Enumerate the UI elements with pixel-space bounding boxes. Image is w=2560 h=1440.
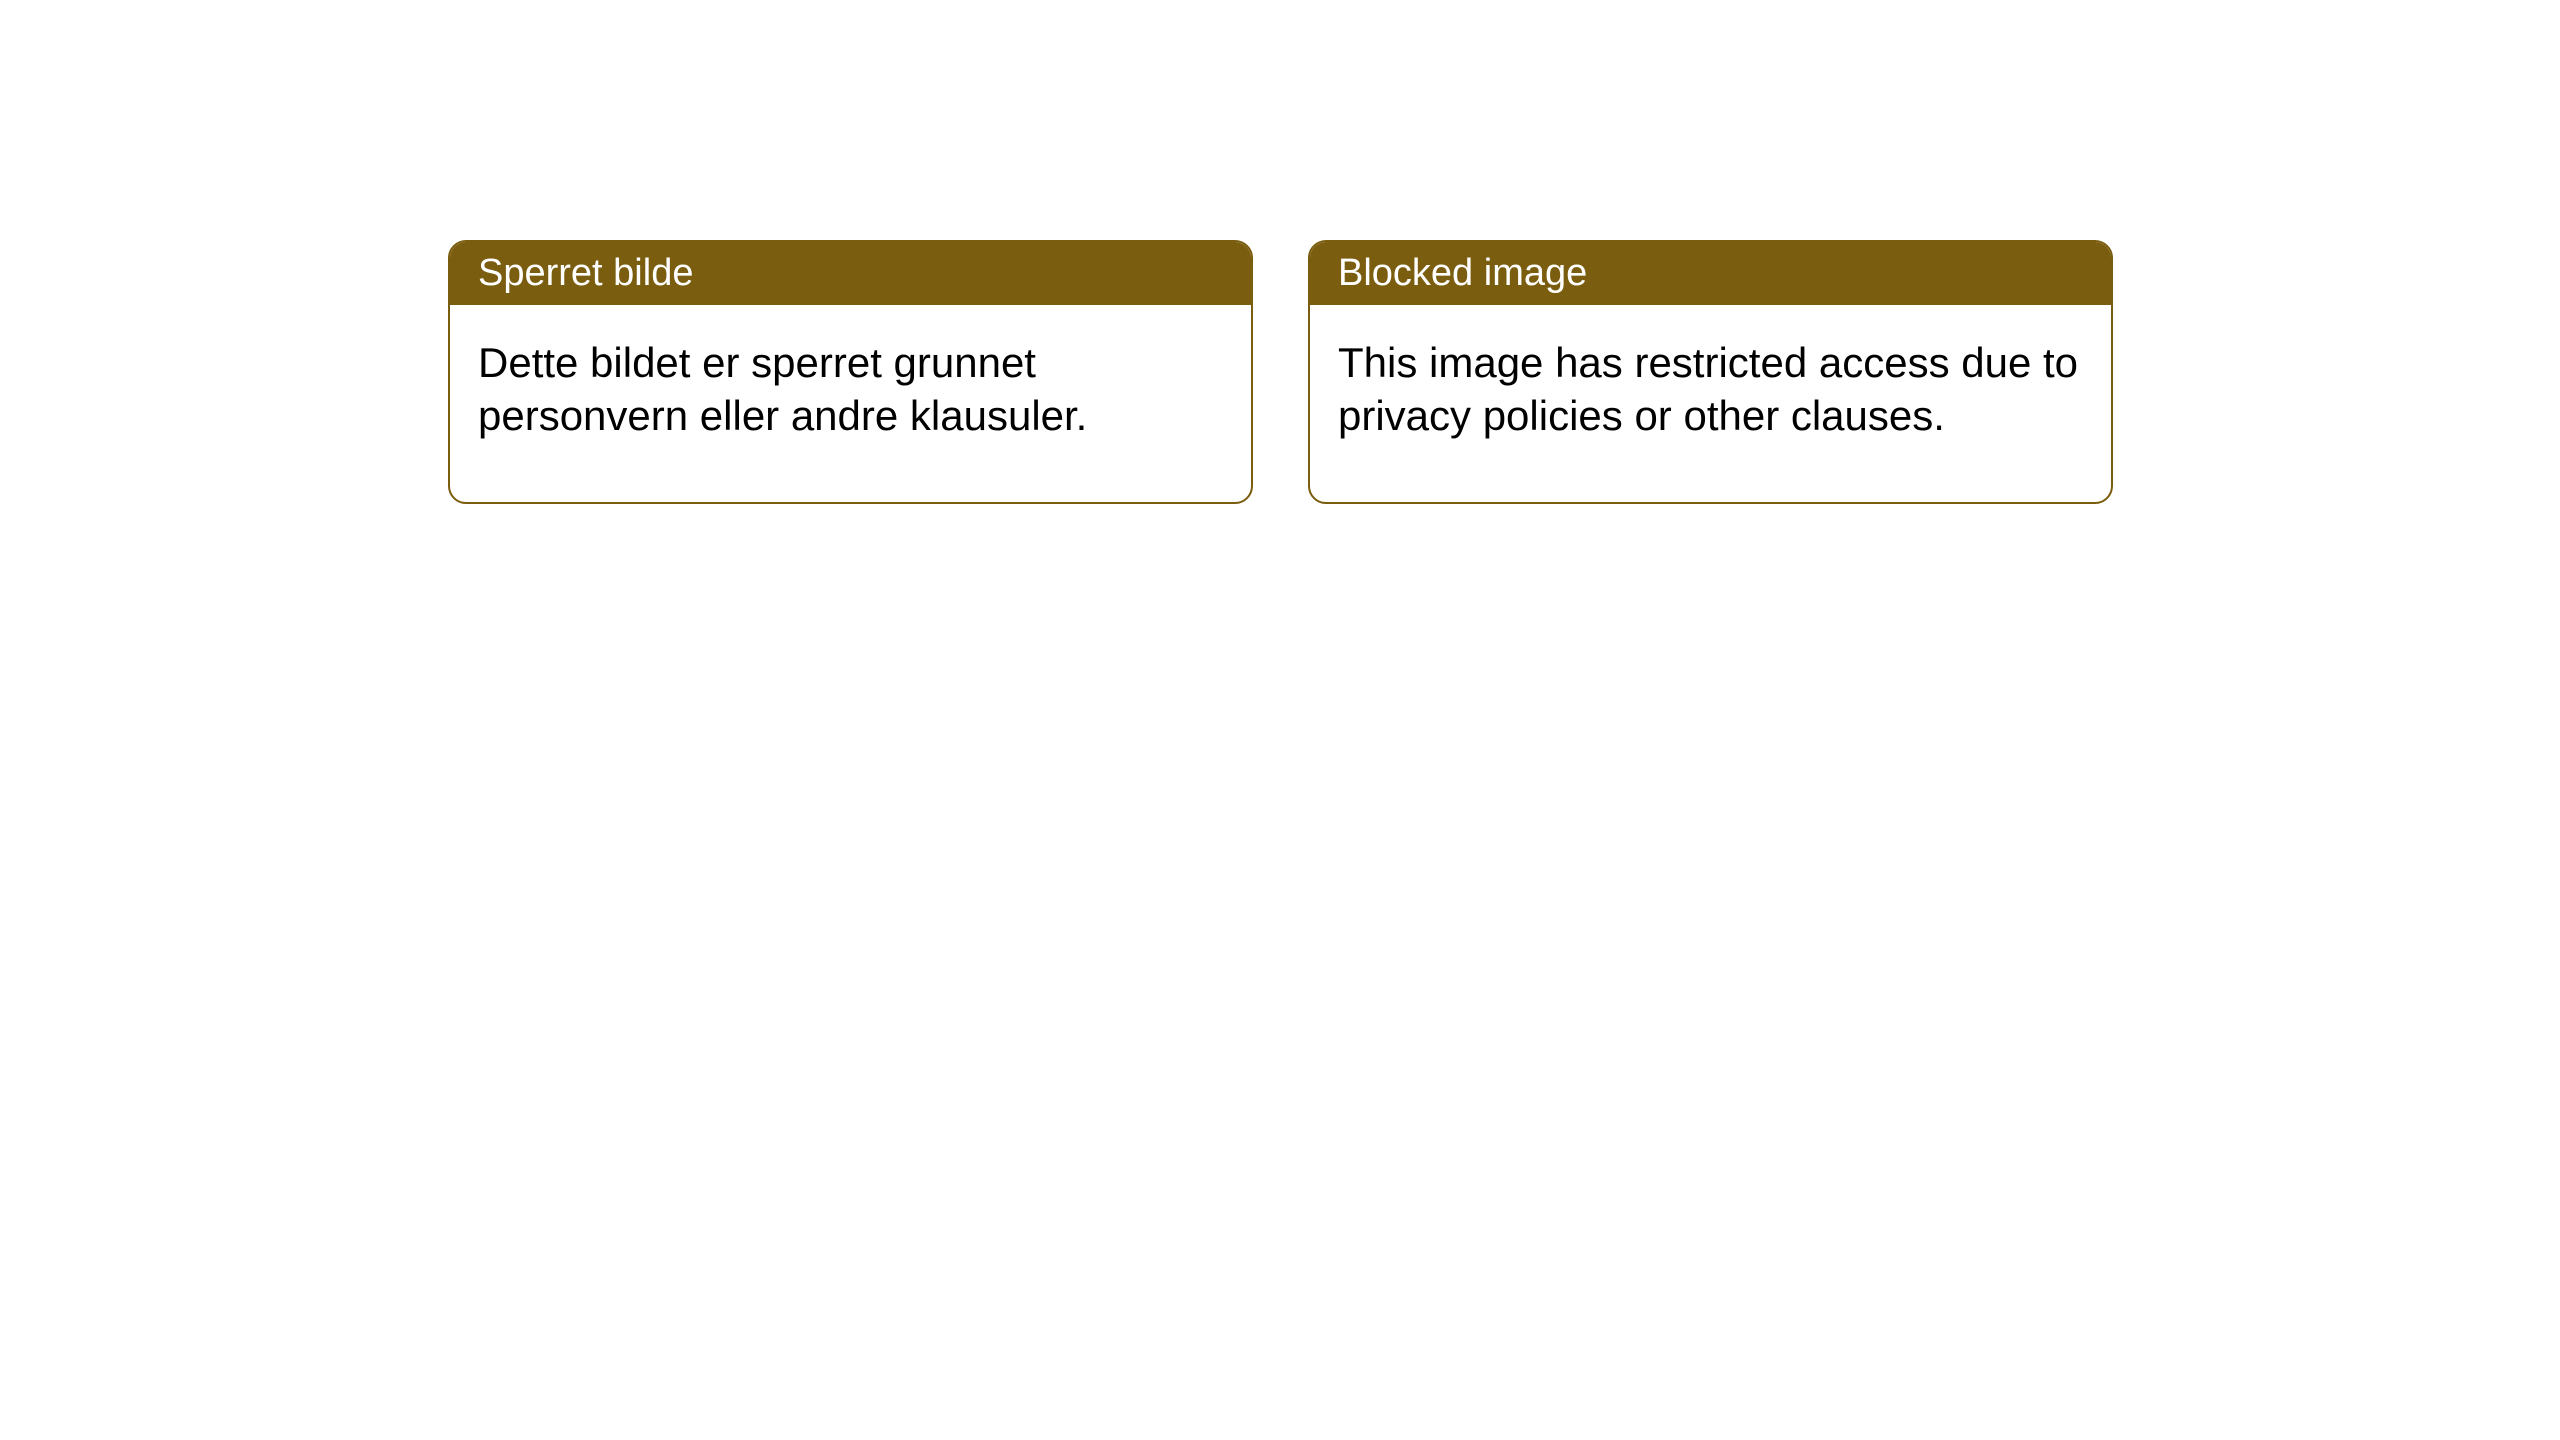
notice-body-english: This image has restricted access due to … <box>1310 305 2111 502</box>
notice-card-english: Blocked image This image has restricted … <box>1308 240 2113 504</box>
notice-header-english: Blocked image <box>1310 242 2111 305</box>
notice-body-norwegian: Dette bildet er sperret grunnet personve… <box>450 305 1251 502</box>
notice-container: Sperret bilde Dette bildet er sperret gr… <box>448 240 2113 504</box>
notice-card-norwegian: Sperret bilde Dette bildet er sperret gr… <box>448 240 1253 504</box>
notice-header-norwegian: Sperret bilde <box>450 242 1251 305</box>
